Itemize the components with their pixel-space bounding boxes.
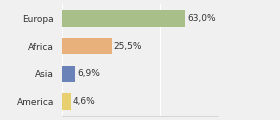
Bar: [62, 10, 185, 27]
Bar: [62, 38, 111, 54]
Bar: [62, 66, 75, 82]
Bar: [62, 93, 71, 110]
Text: 4,6%: 4,6%: [73, 97, 95, 106]
Text: 63,0%: 63,0%: [187, 14, 216, 23]
Text: 6,9%: 6,9%: [77, 69, 100, 78]
Text: 25,5%: 25,5%: [114, 42, 142, 51]
